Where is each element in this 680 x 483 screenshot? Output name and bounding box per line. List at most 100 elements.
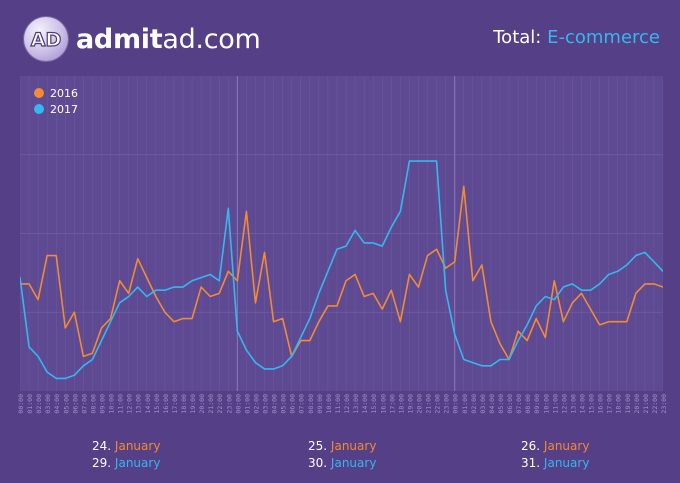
x-tick-label: 20:00 [415,394,423,414]
x-tick-label: 15:00 [370,394,378,414]
x-tick-label: 03:00 [44,394,52,414]
date-label-2016: 24. January [92,438,160,455]
x-tick-label: 03:00 [262,394,270,414]
x-tick-label: 23:00 [443,394,451,414]
x-tick-label: 21:00 [207,394,215,414]
logo-text-bold: admit [76,23,163,55]
logo-text-regular: ad.com [162,23,261,55]
admitad-logo[interactable]: AD admitad.com [24,17,261,61]
x-tick-label: 00:00 [452,394,460,414]
date-day: 30. [308,456,328,470]
ad-monogram-icon: AD [30,28,62,50]
x-tick-label: 00:00 [17,394,25,414]
x-tick-label: 06:00 [506,394,514,414]
x-tick-label: 13:00 [135,394,143,414]
x-tick-label: 03:00 [479,394,487,414]
x-tick-label: 07:00 [80,394,88,414]
x-tick-label: 17:00 [171,394,179,414]
x-tick-label: 22:00 [651,394,659,414]
x-tick-label: 11:00 [551,394,559,414]
x-tick-label: 19:00 [189,394,197,414]
x-tick-label: 08:00 [524,394,532,414]
total-category: E-commerce [547,27,660,48]
x-tick-label: 20:00 [198,394,206,414]
series-line-2016 [20,185,663,361]
date-group-2: 25. January 30. January [308,438,376,472]
x-tick-label: 22:00 [434,394,442,414]
x-tick-label: 02:00 [35,394,43,414]
chart-panel: 2016 2017 [20,76,663,391]
date-group-1: 24. January 29. January [92,438,160,472]
x-tick-label: 05:00 [497,394,505,414]
x-tick-label: 04:00 [271,394,279,414]
x-tick-label: 15:00 [588,394,596,414]
date-label-2017: 30. January [308,455,376,472]
date-month: January [543,456,590,470]
legend-swatch-2016 [34,88,44,98]
x-tick-label: 20:00 [633,394,641,414]
date-month: January [543,439,590,453]
x-tick-label: 10:00 [542,394,550,414]
x-tick-label: 02:00 [252,394,260,414]
x-tick-label: 05:00 [62,394,70,414]
date-day: 25. [308,439,328,453]
x-tick-label: 15:00 [153,394,161,414]
series-line-2017 [20,160,663,380]
x-tick-label: 04:00 [53,394,61,414]
date-day: 29. [92,456,112,470]
x-tick-label: 07:00 [298,394,306,414]
date-group-3: 26. January 31. January [521,438,589,472]
x-tick-label: 16:00 [162,394,170,414]
x-tick-label: 11:00 [334,394,342,414]
x-tick-label: 07:00 [515,394,523,414]
x-tick-label: 16:00 [379,394,387,414]
total-label: Total: [493,27,542,48]
x-tick-label: 10:00 [325,394,333,414]
x-tick-label: 23:00 [225,394,233,414]
x-tick-label: 13:00 [352,394,360,414]
logo-badge: AD [24,17,68,61]
x-tick-label: 22:00 [216,394,224,414]
x-tick-label: 17:00 [606,394,614,414]
x-tick-label: 16:00 [597,394,605,414]
x-tick-label: 01:00 [461,394,469,414]
x-tick-label: 05:00 [280,394,288,414]
x-tick-label: 23:00 [660,394,668,414]
total-indicator: Total: E-commerce [493,27,660,48]
x-tick-label: 18:00 [397,394,405,414]
date-label-2016: 25. January [308,438,376,455]
x-tick-label: 14:00 [361,394,369,414]
x-tick-label: 13:00 [569,394,577,414]
legend-swatch-2017 [34,104,44,114]
x-tick-label: 18:00 [180,394,188,414]
date-day: 24. [92,439,112,453]
x-tick-label: 14:00 [144,394,152,414]
x-tick-label: 01:00 [243,394,251,414]
x-tick-label: 09:00 [99,394,107,414]
x-tick-label: 19:00 [624,394,632,414]
x-tick-label: 09:00 [316,394,324,414]
logo-badge-text: AD [31,29,61,50]
x-tick-label: 09:00 [533,394,541,414]
x-tick-label: 02:00 [470,394,478,414]
x-tick-label: 00:00 [234,394,242,414]
x-tick-label: 12:00 [343,394,351,414]
line-chart: 2016 2017 [20,76,663,391]
date-day: 26. [521,439,541,453]
date-month: January [114,439,161,453]
x-tick-label: 10:00 [108,394,116,414]
date-label-2016: 26. January [521,438,589,455]
x-tick-label: 06:00 [71,394,79,414]
date-month: January [114,456,161,470]
x-tick-label: 11:00 [117,394,125,414]
x-axis-ticks: 00:00 01:00 02:00 03:00 04:00 05:00 06:00 07:00… [17,394,668,414]
x-tick-label: 18:00 [615,394,623,414]
x-tick-label: 21:00 [425,394,433,414]
x-tick-label: 01:00 [26,394,34,414]
date-label-2017: 29. January [92,455,160,472]
x-tick-label: 04:00 [488,394,496,414]
x-tick-label: 19:00 [406,394,414,414]
x-tick-label: 08:00 [89,394,97,414]
legend-label-2016: 2016 [50,87,78,100]
date-day: 31. [521,456,541,470]
